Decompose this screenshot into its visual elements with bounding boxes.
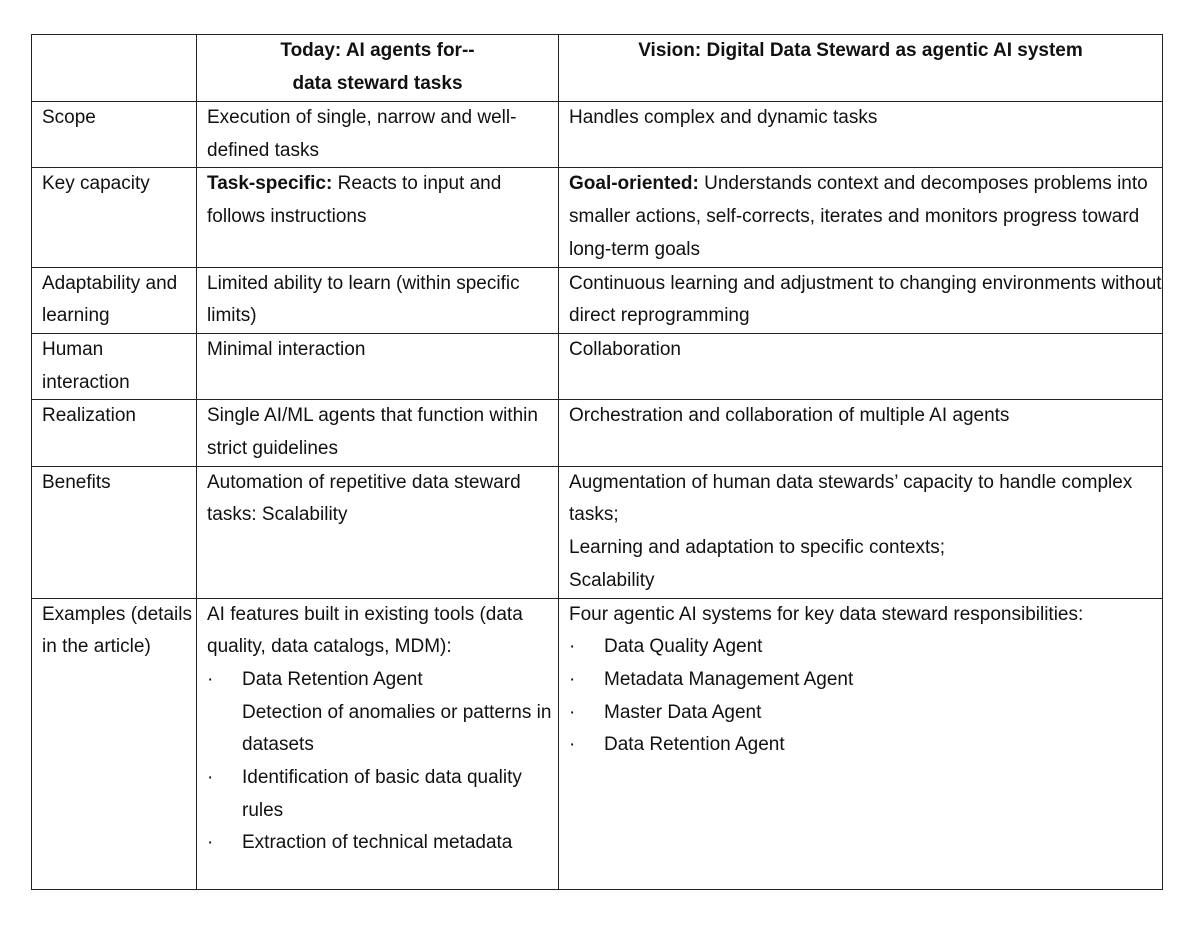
row-realization: Realization Single AI/ML agents that fun… bbox=[31, 399, 1163, 467]
today-text: Reacts to input and follows instructions bbox=[207, 173, 502, 228]
header-today: Today: AI agents for-- data steward tasks bbox=[196, 34, 559, 102]
list-item: · Identification of basic data quality ru… bbox=[207, 762, 558, 827]
vision-cell: Four agentic AI systems for key data ste… bbox=[558, 597, 1163, 890]
list-item: · Data Retention Agent bbox=[207, 664, 558, 697]
vision-cell: Continuous learning and adjustment to ch… bbox=[558, 266, 1163, 334]
list-item: · Master Data Agent bbox=[569, 697, 1162, 730]
list-item-text: Data Retention Agent bbox=[604, 734, 785, 756]
row-label: Examples (details in the article) bbox=[31, 597, 197, 890]
row-key-capacity: Key capacity Task-specific: Reacts to in… bbox=[31, 167, 1163, 268]
vision-text: Understands context and decomposes probl… bbox=[569, 173, 1148, 260]
vision-cell: Augmentation of human data stewards’ cap… bbox=[558, 465, 1163, 599]
bullet: · bbox=[569, 636, 576, 658]
header-vision: Vision: Digital Data Steward as agentic … bbox=[558, 34, 1163, 102]
list-item-text: Detection of anomalies or patterns in da… bbox=[242, 701, 552, 756]
bullet: · bbox=[207, 767, 214, 789]
list-item-text: Data Retention Agent bbox=[242, 668, 423, 690]
list-item-text: Identification of basic data quality rul… bbox=[242, 767, 522, 821]
today-cell: Single AI/ML agents that function within… bbox=[196, 399, 559, 467]
today-bold: Task-specific: bbox=[207, 173, 333, 195]
vision-cell: Orchestration and collaboration of multi… bbox=[558, 399, 1163, 467]
bullet: · bbox=[207, 668, 214, 690]
row-scope: Scope Execution of single, narrow and we… bbox=[31, 100, 1163, 169]
comparison-table: Today: AI agents for-- data steward tasks… bbox=[31, 34, 1163, 890]
today-intro: AI features built in existing tools (dat… bbox=[207, 603, 523, 658]
header-today-line1: Today: AI agents for-- bbox=[280, 40, 475, 61]
today-cell: Minimal interaction bbox=[196, 332, 559, 401]
vision-cell: Goal-oriented: Understands context and d… bbox=[558, 167, 1163, 268]
vision-line: Scalability bbox=[569, 569, 655, 591]
list-item-text: Data Quality Agent bbox=[604, 636, 763, 658]
vision-intro: Four agentic AI systems for key data ste… bbox=[569, 603, 1084, 625]
list-item-text: Metadata Management Agent bbox=[604, 668, 854, 690]
list-item-text: Master Data Agent bbox=[604, 701, 762, 723]
list-item: · Extraction of technical metadata bbox=[207, 827, 558, 860]
header-row: Today: AI agents for-- data steward tasks… bbox=[31, 34, 1163, 102]
row-human-interaction: Human interaction Minimal interaction Co… bbox=[31, 332, 1163, 401]
row-adaptability: Adaptability and learning Limited abilit… bbox=[31, 266, 1163, 334]
row-benefits: Benefits Automation of repetitive data s… bbox=[31, 465, 1163, 599]
list-item: · Metadata Management Agent bbox=[569, 664, 1162, 697]
row-examples: Examples (details in the article) AI fea… bbox=[31, 597, 1163, 890]
row-label: Human interaction bbox=[31, 332, 197, 401]
header-today-line2: data steward tasks bbox=[292, 72, 463, 94]
bullet: · bbox=[569, 734, 576, 756]
today-cell: AI features built in existing tools (dat… bbox=[196, 597, 559, 890]
header-cell-empty bbox=[31, 34, 197, 102]
today-cell: Automation of repetitive data steward ta… bbox=[196, 465, 559, 599]
today-cell: Limited ability to learn (within specifi… bbox=[196, 266, 559, 334]
list-item-text: Extraction of technical metadata bbox=[242, 832, 513, 854]
today-cell: Task-specific: Reacts to input and follo… bbox=[196, 167, 559, 268]
row-label: Realization bbox=[31, 399, 197, 467]
row-label: Adaptability and learning bbox=[31, 266, 197, 334]
vision-cell: Handles complex and dynamic tasks bbox=[558, 100, 1163, 169]
list-item: · Data Retention Agent bbox=[569, 729, 1162, 762]
vision-line: Learning and adaptation to specific cont… bbox=[569, 537, 946, 559]
row-label: Scope bbox=[31, 100, 197, 169]
list-item: · Data Quality Agent bbox=[569, 631, 1162, 664]
bullet: · bbox=[569, 701, 576, 723]
vision-bold: Goal-oriented: bbox=[569, 173, 699, 195]
bullet: · bbox=[569, 668, 576, 690]
vision-cell: Collaboration bbox=[558, 332, 1163, 401]
today-cell: Execution of single, narrow and well-def… bbox=[196, 100, 559, 169]
bullet: · bbox=[207, 832, 214, 854]
row-label: Benefits bbox=[31, 465, 197, 599]
vision-line: Augmentation of human data stewards’ cap… bbox=[569, 471, 1133, 526]
row-label: Key capacity bbox=[31, 167, 197, 268]
